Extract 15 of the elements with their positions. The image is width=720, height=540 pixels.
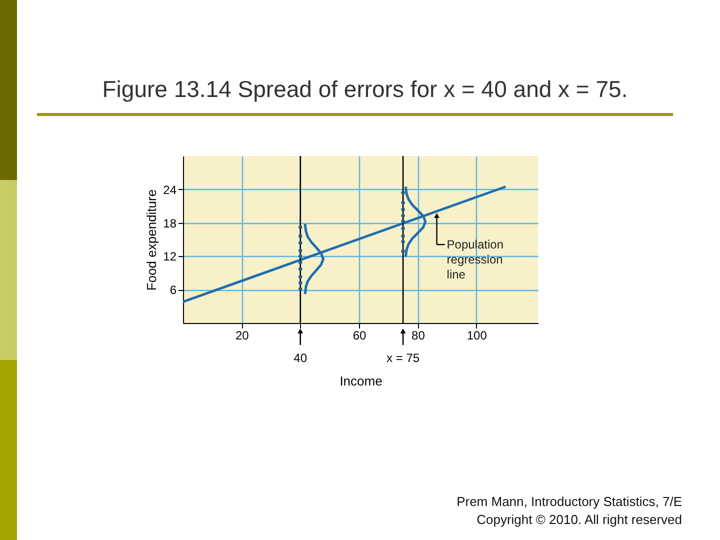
chart-title: Figure 13.14 Spread of errors for x = 40 and x = 75. <box>101 76 629 103</box>
y-tick-label: 18 <box>163 216 177 230</box>
x-tick-label: 60 <box>352 328 367 342</box>
x-axis-title: Income <box>340 374 382 388</box>
y-tick-label: 6 <box>170 283 177 298</box>
text: Copyright © 2010. All right reserved <box>476 511 682 529</box>
ref-line-label: x = 75 <box>386 351 420 365</box>
x-tick-label: 80 <box>412 328 426 342</box>
x-tick-label: 20 <box>236 328 250 342</box>
text: Prem Mann, Introductory Statistics, 7/E <box>456 493 682 511</box>
y-tick-label: 24 <box>163 182 177 197</box>
y-tick-label: 12 <box>163 250 177 264</box>
y-axis-title: Food expenditure <box>144 189 160 291</box>
x-tick-label: 100 <box>466 328 488 342</box>
ref-line-label: 40 <box>294 351 308 365</box>
